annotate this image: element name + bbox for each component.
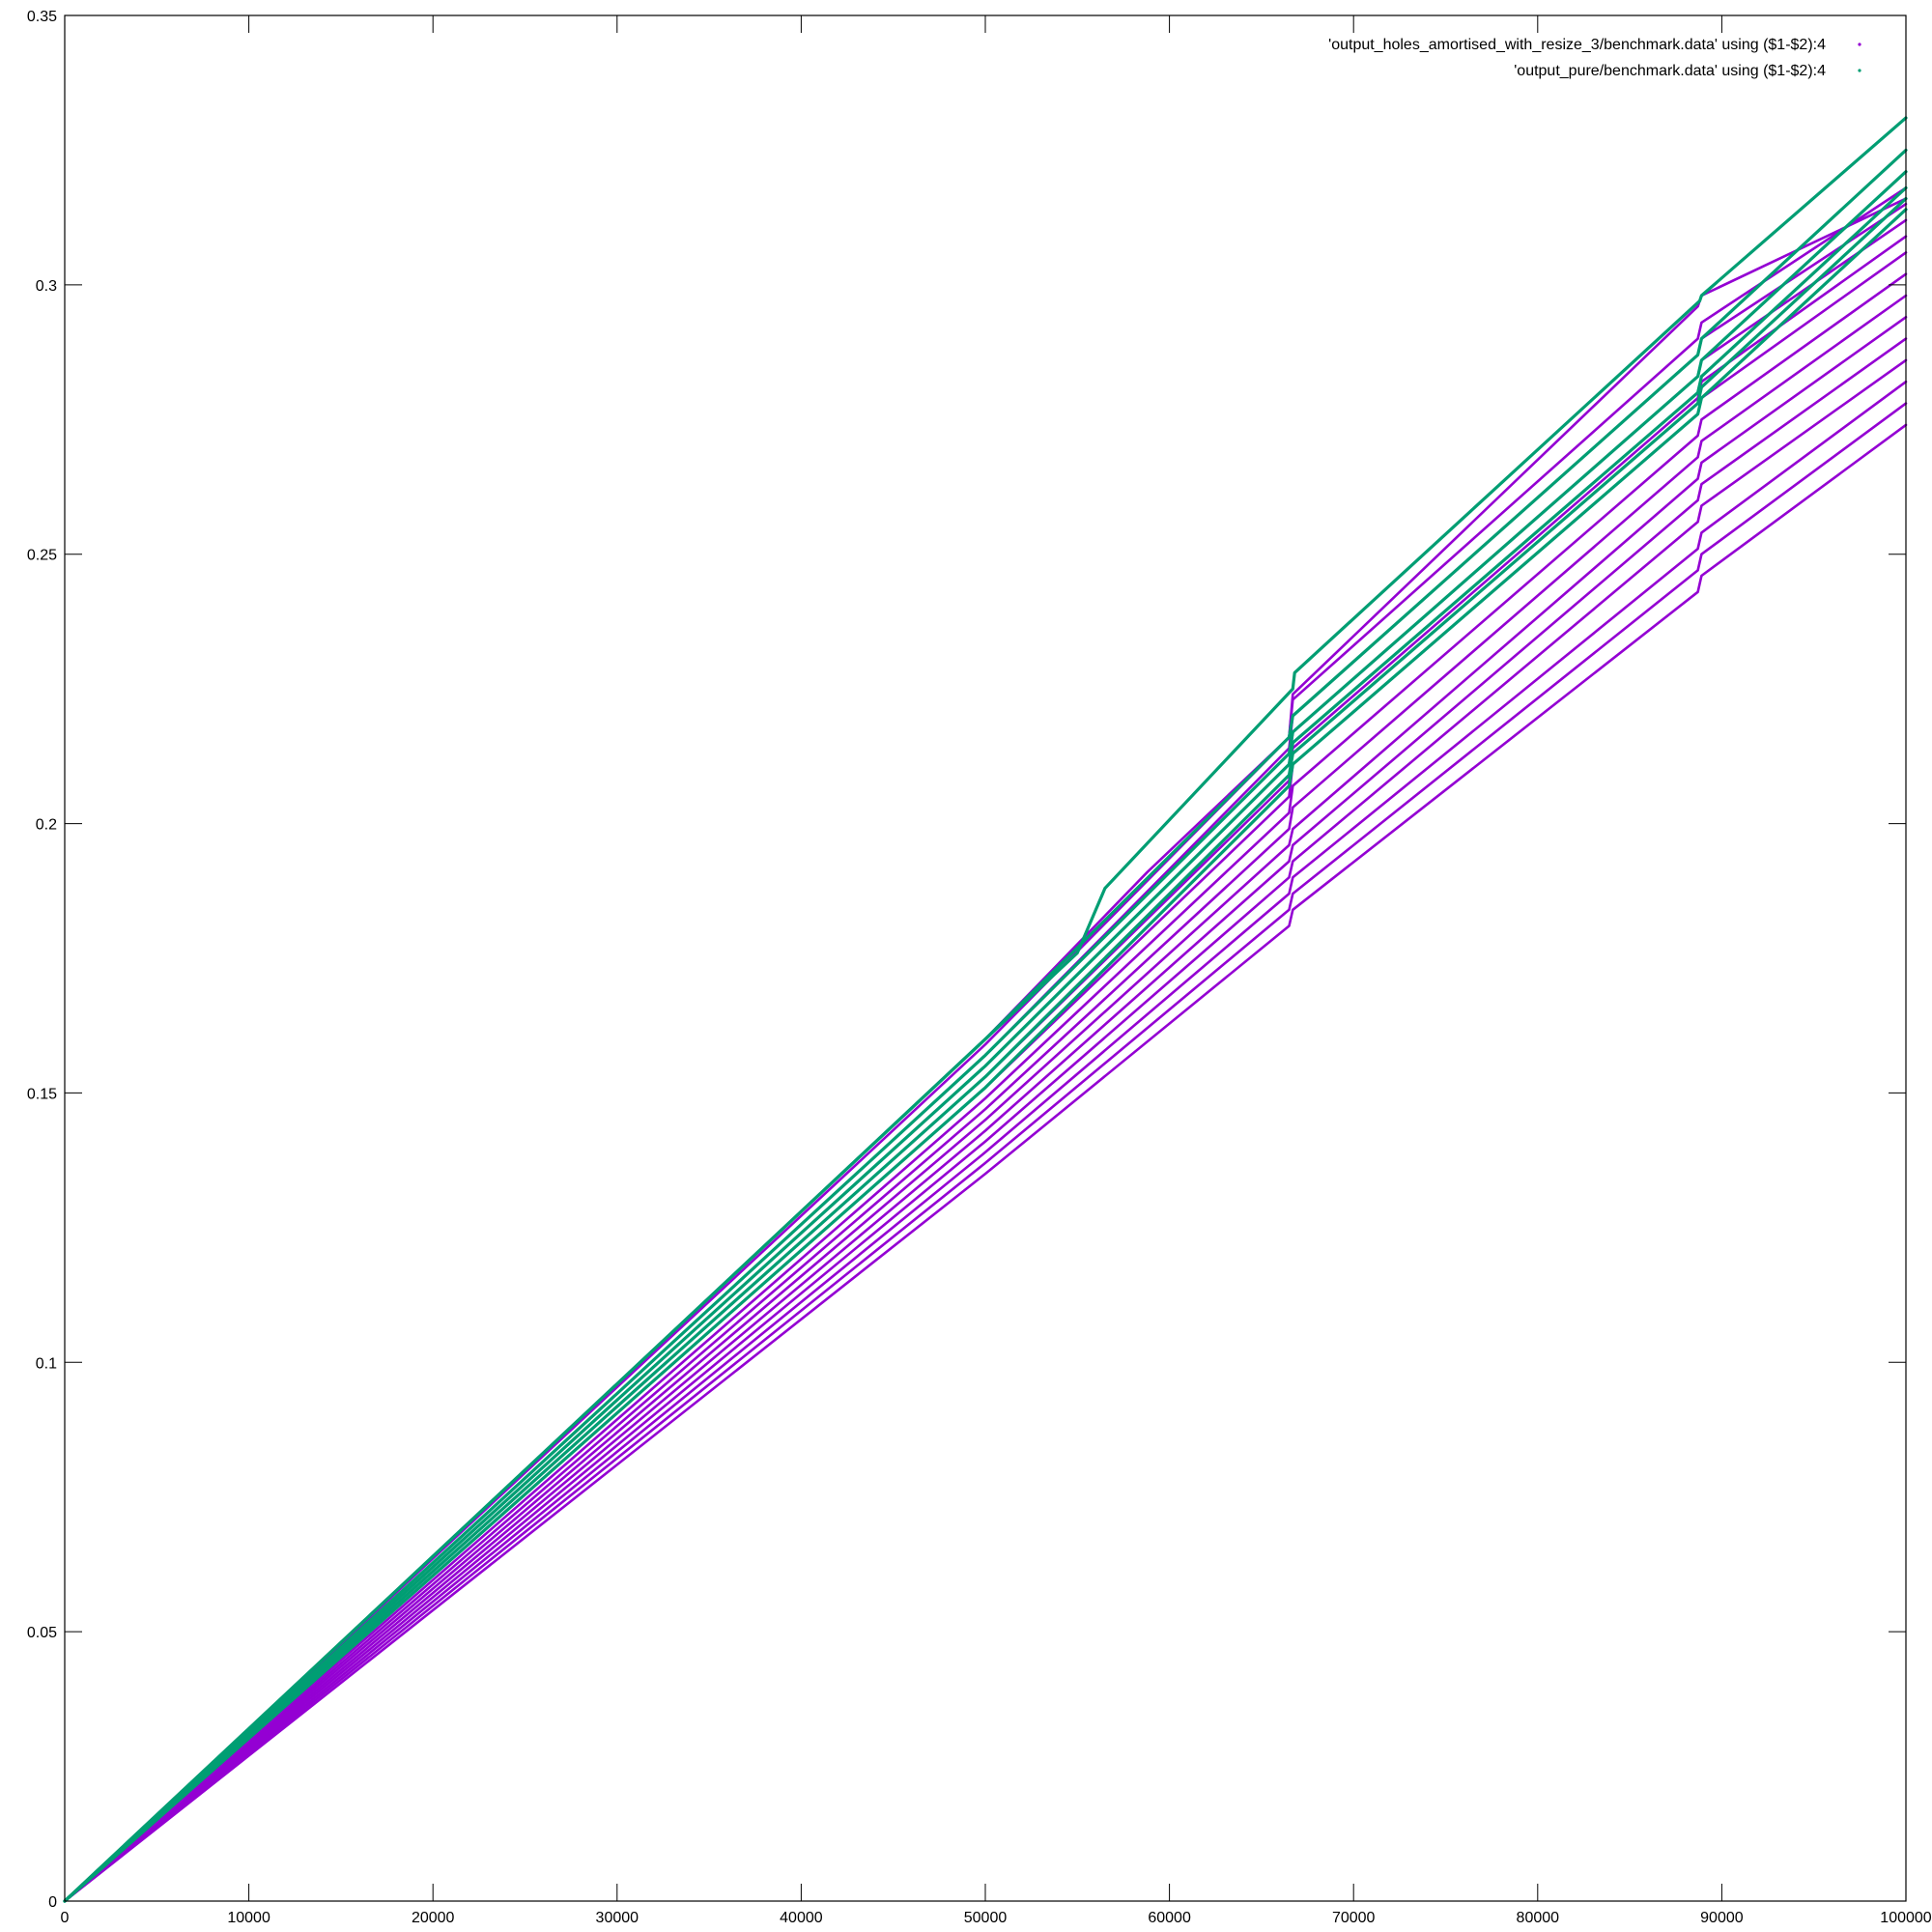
y-tick-label: 0	[48, 1894, 57, 1911]
x-tick-label: 40000	[780, 1910, 823, 1926]
y-tick-label: 0.25	[27, 548, 57, 564]
series-0-run-4	[63, 337, 1908, 1903]
y-tick-label: 0.15	[27, 1086, 57, 1102]
series-layer	[63, 116, 1908, 1903]
series-1-run-2	[63, 170, 1908, 1903]
legend-entry-holes-label: 'output_holes_amortised_with_resize_3/be…	[1328, 37, 1826, 53]
x-tick-label: 90000	[1700, 1910, 1744, 1926]
x-tick-label: 80000	[1517, 1910, 1560, 1926]
y-tick-label: 0.3	[36, 278, 57, 295]
legend-entry-pure-mark	[1858, 69, 1861, 72]
x-tick-label: 10000	[227, 1910, 270, 1926]
y-tick-label: 0.2	[36, 817, 57, 834]
series-0-run-1	[63, 402, 1908, 1903]
x-tick-label: 70000	[1332, 1910, 1376, 1926]
x-tick-label: 50000	[964, 1910, 1008, 1926]
legend-entry-pure-label: 'output_pure/benchmark.data' using ($1-$…	[1514, 63, 1826, 79]
y-tick-label: 0.1	[36, 1355, 57, 1372]
series-pure	[63, 116, 1908, 1903]
series-0-run-0	[63, 423, 1908, 1903]
series-0-run-6	[63, 294, 1908, 1903]
x-tick-label: 60000	[1148, 1910, 1191, 1926]
series-1-run-5	[63, 208, 1908, 1903]
y-tick-label: 0.05	[27, 1625, 57, 1641]
series-1-run-1	[63, 148, 1908, 1903]
series-0-run-5	[63, 315, 1908, 1903]
tick-layer: 0 10000 20000 30000 40000 50000 60000 70000 8000…	[27, 9, 1932, 1926]
series-0-run-7	[63, 272, 1908, 1903]
series-1-run-3	[63, 185, 1908, 1903]
series-0-run-3	[63, 358, 1908, 1903]
x-tick-label: 0	[61, 1910, 70, 1926]
series-0-run-2	[63, 380, 1908, 1903]
x-tick-label: 100000	[1880, 1910, 1931, 1926]
legend-entry-holes-mark	[1858, 43, 1861, 46]
legend: 'output_holes_amortised_with_resize_3/be…	[1328, 37, 1861, 79]
x-tick-label: 30000	[596, 1910, 639, 1926]
y-tick-label: 0.35	[27, 9, 57, 25]
series-1-run-4	[63, 197, 1908, 1903]
x-tick-label: 20000	[412, 1910, 455, 1926]
